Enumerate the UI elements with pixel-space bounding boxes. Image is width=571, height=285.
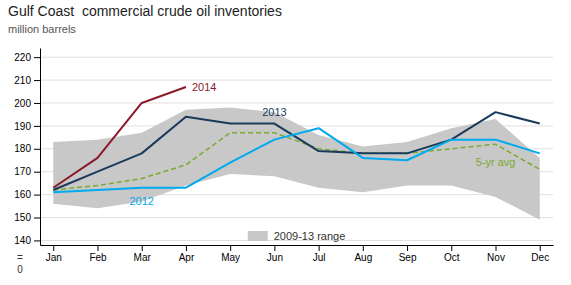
series-labels: 5-yr avg 2013 2012 2014	[129, 81, 515, 207]
legend-item: 2009-13 range	[248, 230, 346, 242]
x-tick-label: Oct	[444, 252, 460, 263]
x-tick-label: Mar	[134, 252, 152, 263]
y-tick: 210	[14, 75, 40, 86]
legend-label: 2009-13 range	[274, 230, 346, 242]
x-tick-mark	[363, 245, 364, 251]
title: Gulf Coast commercial crude oil inventor…	[8, 3, 282, 19]
y-tick-label: 140	[14, 235, 31, 246]
x-tick-label: Jul	[313, 252, 326, 263]
x-tick: Apr	[179, 245, 195, 263]
marks	[53, 87, 539, 220]
x-tick-label: Feb	[89, 252, 107, 263]
x-tick: Jan	[46, 245, 62, 263]
x-tick: Feb	[89, 245, 107, 263]
x-tick-mark	[53, 245, 54, 251]
y-tick-mark	[34, 240, 40, 241]
x-tick-mark	[451, 245, 452, 251]
annotation: 0	[17, 264, 23, 275]
chart: JanFebMarAprMayJunJulAugSepOctNovDec1401…	[0, 0, 571, 285]
y-tick-label: 220	[14, 52, 31, 63]
y-tick-label: 170	[14, 166, 31, 177]
x-tick-label: Apr	[179, 252, 195, 263]
series-line	[53, 128, 539, 192]
series-label: 2012	[129, 195, 153, 207]
x-tick-label: Jan	[46, 252, 62, 263]
x-tick-mark	[496, 245, 497, 251]
series-label: 2014	[192, 81, 216, 93]
series-line	[53, 112, 539, 190]
x-tick-label: Jun	[267, 252, 283, 263]
x-tick-mark	[186, 245, 187, 251]
x-tick-label: Sep	[399, 252, 417, 263]
y-tick: 200	[14, 98, 40, 109]
y-tick-mark	[34, 103, 40, 104]
plot: JanFebMarAprMayJunJulAugSepOctNovDec1401…	[14, 49, 553, 264]
y-tick-label: 190	[14, 121, 31, 132]
x-tick-label: May	[221, 252, 240, 263]
x-tick-mark	[274, 245, 275, 251]
x-tick-label: Aug	[354, 252, 372, 263]
x-tick-mark	[97, 245, 98, 251]
y-tick: 220	[14, 52, 40, 63]
grid-line	[40, 57, 553, 58]
x-tick: Aug	[354, 245, 372, 263]
x-tick: Dec	[531, 245, 549, 263]
y-tick: 150	[14, 212, 40, 223]
y-tick-mark	[34, 218, 40, 219]
x-tick: Jul	[313, 245, 326, 263]
x-tick-mark	[319, 245, 320, 251]
y-tick-mark	[34, 126, 40, 127]
y-tick-mark	[34, 195, 40, 196]
y-tick-label: 150	[14, 212, 31, 223]
x-axis: Jan Feb Mar Apr May Jun Jul Aug Sep Oct Nov Dec	[41, 245, 554, 263]
x-tick-mark	[540, 245, 541, 251]
series-label: 2013	[262, 106, 286, 118]
grid-line	[40, 217, 553, 218]
x-tick-label: Dec	[531, 252, 549, 263]
series-line	[53, 133, 539, 190]
y-tick-label: 160	[14, 189, 31, 200]
y-axis-line	[40, 49, 41, 246]
grid	[40, 57, 553, 240]
y-tick: 180	[14, 143, 40, 154]
legend: 2009-13 range	[248, 230, 346, 242]
y-tick: 170	[14, 166, 40, 177]
x-tick: Nov	[487, 245, 505, 263]
x-tick-mark	[142, 245, 143, 251]
grid-line	[40, 102, 553, 103]
x-tick-mark	[407, 245, 408, 251]
annotations: =0	[17, 252, 23, 275]
y-axis-title: million barrels	[8, 23, 76, 35]
annotation: =	[17, 252, 23, 263]
y-tick-label: 180	[14, 143, 31, 154]
x-tick: Sep	[399, 245, 417, 263]
y-tick: 160	[14, 189, 40, 200]
y-tick-mark	[34, 57, 40, 58]
x-tick-mark	[230, 245, 231, 251]
x-tick: Mar	[134, 245, 152, 263]
y-tick-mark	[34, 80, 40, 81]
x-tick: May	[221, 245, 240, 263]
y-tick-label: 210	[14, 75, 31, 86]
y-tick-mark	[34, 172, 40, 173]
x-tick-label: Nov	[487, 252, 505, 263]
x-axis-line	[41, 245, 554, 246]
y-axis: 140 150 160 170 180 190 200 210 220	[14, 49, 40, 247]
y-tick-mark	[34, 149, 40, 150]
series-label: 5-yr avg	[476, 156, 516, 168]
range-area	[53, 108, 539, 220]
y-tick-label: 200	[14, 98, 31, 109]
legend-swatch	[248, 231, 268, 241]
y-tick: 140	[14, 235, 40, 246]
x-tick: Jun	[267, 245, 283, 263]
x-tick: Oct	[444, 245, 460, 263]
series-line	[53, 87, 186, 188]
y-tick: 190	[14, 121, 40, 132]
grid-line	[40, 80, 553, 81]
